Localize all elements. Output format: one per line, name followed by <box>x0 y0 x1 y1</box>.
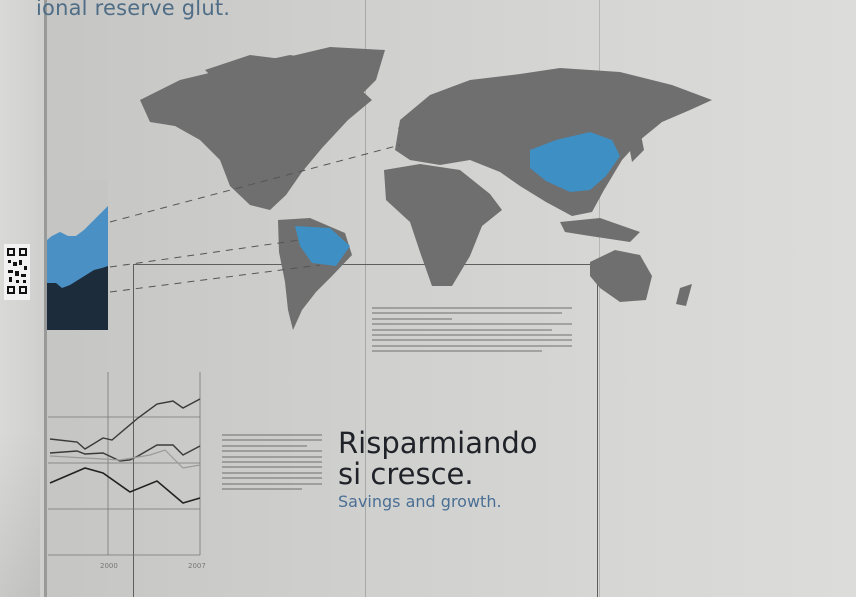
frame-line <box>133 264 598 265</box>
subtitle-english: Savings and growth. <box>338 492 502 511</box>
frame-line <box>597 264 598 597</box>
brazil-highlight <box>295 226 350 266</box>
arctic-islands <box>205 55 290 85</box>
body-text-block <box>372 307 572 356</box>
axis-label-2007: 2007 <box>188 562 206 570</box>
greenland <box>292 47 385 104</box>
panel-seam <box>365 0 366 597</box>
axis-label-2000: 2000 <box>100 562 118 570</box>
main-title-italian: Risparmiando si cresce. <box>338 428 538 490</box>
indonesia <box>560 218 640 242</box>
panel-edge <box>44 0 47 597</box>
japan <box>628 130 644 162</box>
line-chart <box>48 372 201 556</box>
australia <box>590 250 652 302</box>
new-zealand <box>676 284 692 306</box>
title-line-1: Risparmiando <box>338 426 538 460</box>
uk <box>398 118 412 140</box>
qr-code-icon <box>4 244 30 300</box>
headline: ional reserve glut. <box>36 0 231 20</box>
china-highlight <box>530 132 620 192</box>
connector-lines <box>109 144 401 293</box>
area-chart <box>47 180 108 330</box>
africa <box>384 164 502 286</box>
body-text-block <box>222 434 322 493</box>
shadow <box>0 430 40 597</box>
frame-line <box>133 264 134 597</box>
north-america <box>140 55 372 210</box>
panel-seam <box>599 0 600 597</box>
title-line-2: si cresce. <box>338 457 474 491</box>
